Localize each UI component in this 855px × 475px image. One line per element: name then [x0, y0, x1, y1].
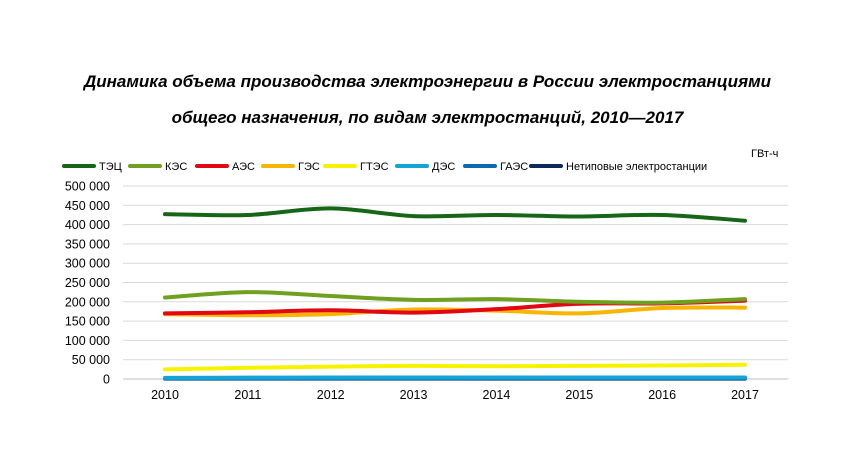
y-axis-ticks: 0 50 000 100 000 150 000 200 000 250 000 300 0… [65, 180, 110, 387]
x-tick-label: 2012 [317, 388, 345, 402]
x-tick-label: 2017 [731, 388, 759, 402]
y-tick-label: 400 000 [65, 218, 110, 232]
legend-label: ДЭС [432, 161, 455, 173]
series-line [163, 290, 747, 305]
y-tick-label: 200 000 [65, 295, 110, 309]
chart-title-line-1: Динамика объема производства электроэнер… [83, 72, 772, 91]
series-line [163, 206, 747, 223]
y-tick-label: 350 000 [65, 237, 110, 251]
legend-label: ТЭЦ [99, 161, 122, 173]
series-lines [163, 206, 747, 381]
legend-label: ГАЭС [500, 161, 528, 173]
y-tick-label: 500 000 [65, 180, 110, 194]
x-axis-ticks: 2010 2011 2012 2013 2014 2015 2016 2017 [151, 388, 759, 402]
y-tick-label: 150 000 [65, 315, 110, 329]
legend-label: КЭС [165, 161, 187, 173]
legend: ТЭЦ КЭС АЭС ГЭС ГТЭС ДЭС ГАЭС Нетиповые электро… [62, 161, 707, 173]
x-tick-label: 2016 [648, 388, 676, 402]
y-tick-label: 0 [103, 373, 110, 387]
x-tick-label: 2010 [151, 388, 179, 402]
legend-label: АЭС [232, 161, 255, 173]
y-tick-label: 100 000 [65, 334, 110, 348]
legend-label: ГЭС [298, 161, 320, 173]
y-tick-label: 250 000 [65, 276, 110, 290]
series-line [163, 362, 747, 372]
x-tick-label: 2014 [483, 388, 511, 402]
legend-label: ГТЭС [360, 161, 389, 173]
y-tick-label: 450 000 [65, 199, 110, 213]
x-tick-label: 2013 [400, 388, 428, 402]
y-tick-label: 300 000 [65, 257, 110, 271]
chart-title-line-2: общего назначения, по видам электростанц… [171, 108, 684, 127]
y-tick-label: 50 000 [72, 353, 110, 367]
unit-label: ГВт-ч [751, 148, 779, 160]
x-tick-label: 2015 [565, 388, 593, 402]
legend-label: Нетиповые электростанции [566, 161, 707, 173]
x-tick-label: 2011 [234, 388, 261, 402]
